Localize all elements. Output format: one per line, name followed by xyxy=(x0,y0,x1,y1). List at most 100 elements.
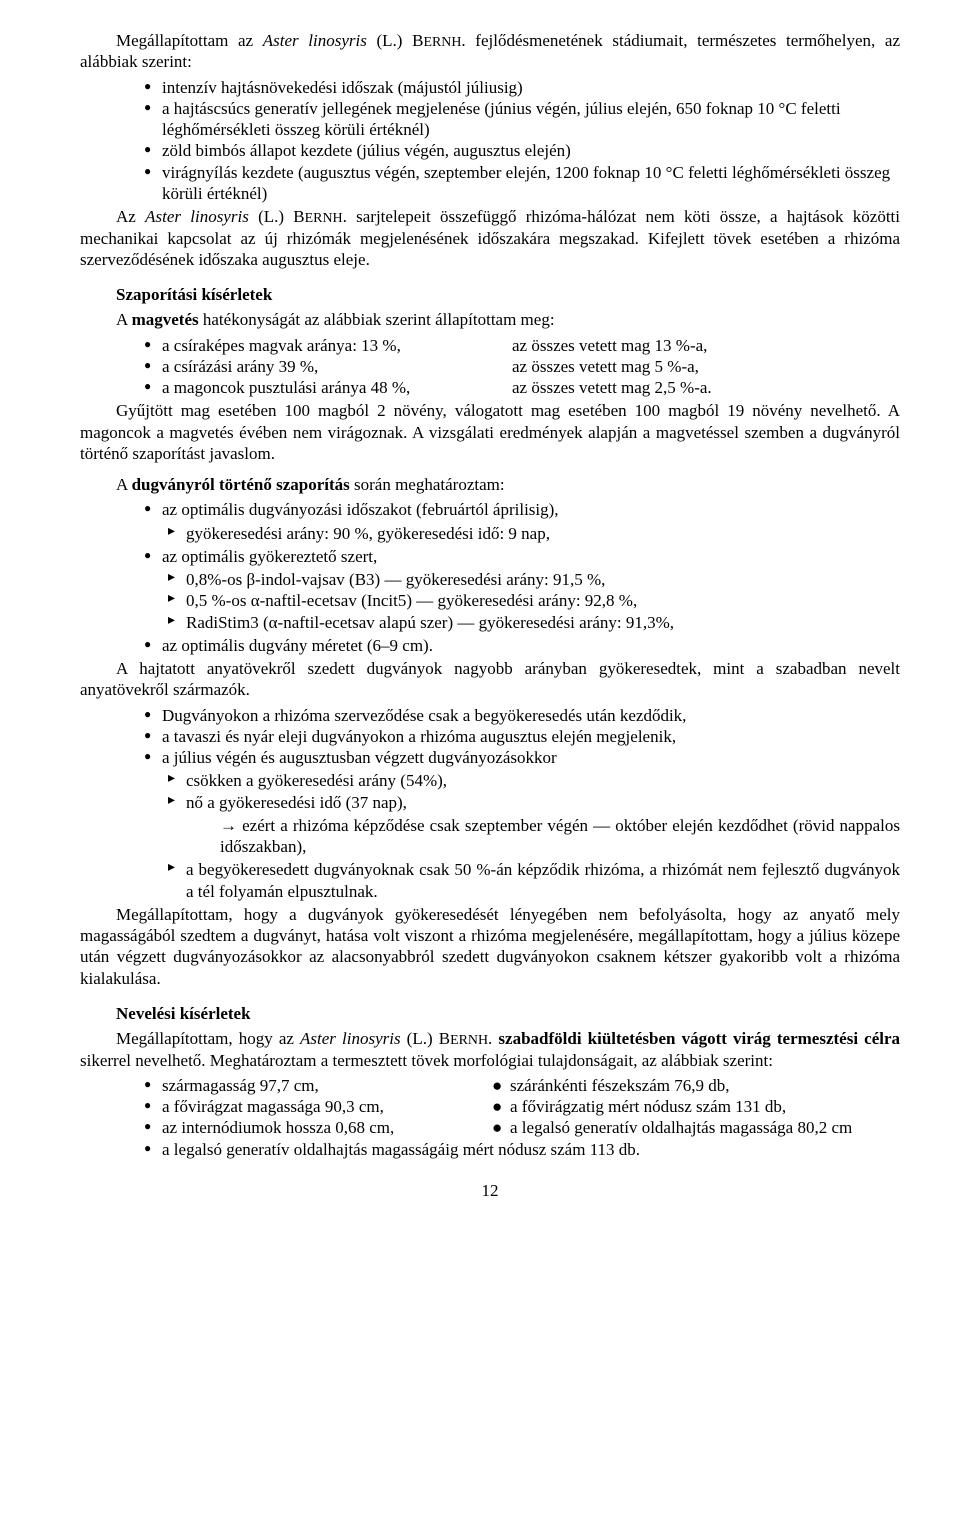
list-item: a július végén és augusztusban végzett d… xyxy=(144,747,900,768)
text: a július végén és augusztusban végzett d… xyxy=(162,748,557,767)
two-col-row: szármagasság 97,7 cm,● száránkénti fésze… xyxy=(162,1075,900,1096)
text: (L.) B xyxy=(401,1029,451,1048)
text: nő a gyökeresedési idő (37 nap), xyxy=(186,793,407,812)
bold-text: dugványról történő szaporítás xyxy=(132,475,350,494)
text: . xyxy=(488,1029,498,1048)
text: Dugványokon a rhizóma szerveződése csak … xyxy=(162,706,686,725)
left-col: a csírázási arány 39 %, xyxy=(162,356,512,377)
right-col: száránkénti fészekszám 76,9 db, xyxy=(510,1075,900,1096)
right-col: a legalsó generatív oldalhajtás magasság… xyxy=(510,1117,900,1138)
right-col: a fővirágzatig mért nódusz szám 131 db, xyxy=(510,1096,900,1117)
species-name: Aster linosyris xyxy=(263,31,367,50)
text: sikerrel nevelhető. Meghatároztam a term… xyxy=(80,1051,773,1070)
left-col: a magoncok pusztulási aránya 48 %, xyxy=(162,377,512,398)
text: A xyxy=(116,475,132,494)
list-item: a magoncok pusztulási aránya 48 %,az öss… xyxy=(144,377,900,398)
text: az optimális gyökereztető szert, xyxy=(162,547,377,566)
list-item: intenzív hajtásnövekedési időszak (május… xyxy=(144,77,900,98)
species-name: Aster linosyris xyxy=(145,207,249,226)
text: virágnyílás kezdete (augusztus végén, sz… xyxy=(162,163,890,203)
page-number: 12 xyxy=(80,1180,900,1201)
list-item: az optimális dugvány méretet (6–9 cm). xyxy=(144,635,900,656)
two-col-row: az internódiumok hossza 0,68 cm,● a lega… xyxy=(162,1117,900,1138)
list-item: gyökeresedési arány: 90 %, gyökeresedési… xyxy=(168,523,900,544)
right-col: az összes vetett mag 5 %-a, xyxy=(512,356,900,377)
arrow-consequence: → ezért a rhizóma képződése csak szeptem… xyxy=(80,815,900,858)
two-col-row: a fővirágzat magassága 90,3 cm,● a fővir… xyxy=(162,1096,900,1117)
left-col: szármagasság 97,7 cm, xyxy=(162,1075,492,1096)
text: a hajtáscsúcs generatív jellegének megje… xyxy=(162,99,841,139)
list-item: a hajtáscsúcs generatív jellegének megje… xyxy=(144,98,900,141)
list-item: a csírázási arány 39 %,az összes vetett … xyxy=(144,356,900,377)
cutting-list: az optimális dugványozási időszakot (feb… xyxy=(80,499,900,520)
list-item: az optimális dugványozási időszakot (feb… xyxy=(144,499,900,520)
bold-text: magvetés xyxy=(132,310,199,329)
two-col-row: a csírázási arány 39 %,az összes vetett … xyxy=(162,356,900,377)
list-item: 0,5 %-os α-naftil-ecetsav (Incit5) — gyö… xyxy=(168,590,900,611)
section-title-cultivation: Nevelési kísérletek xyxy=(80,1003,900,1024)
right-col: az összes vetett mag 2,5 %-a. xyxy=(512,377,900,398)
list-item: 0,8%-os β-indol-vajsav (B3) — gyökeresed… xyxy=(168,569,900,590)
small-caps: ERNH xyxy=(450,1033,488,1048)
list-item: csökken a gyökeresedési arány (54%), xyxy=(168,770,900,791)
species-name: Aster linosyris xyxy=(300,1029,401,1048)
list-item: a tavaszi és nyár eleji dugványokon a rh… xyxy=(144,726,900,747)
text: Az xyxy=(116,207,145,226)
cutting-list: az optimális gyökereztető szert, xyxy=(80,546,900,567)
list-item: szármagasság 97,7 cm,● száránkénti fésze… xyxy=(144,1075,900,1096)
text: RadiStim3 (α-naftil-ecetsav alapú szer) … xyxy=(186,613,674,632)
dev-stage-list: intenzív hajtásnövekedési időszak (május… xyxy=(80,77,900,205)
list-item: az internódiumok hossza 0,68 cm,● a lega… xyxy=(144,1117,900,1138)
text: gyökeresedési arány: 90 %, gyökeresedési… xyxy=(186,524,550,543)
list-item: a fővirágzat magassága 90,3 cm,● a fővir… xyxy=(144,1096,900,1117)
text: a legalsó generatív oldalhajtás magasság… xyxy=(162,1140,640,1159)
text: a tavaszi és nyár eleji dugványokon a rh… xyxy=(162,727,676,746)
seed-stats-list: a csíraképes magvak aránya: 13 %,az össz… xyxy=(80,335,900,399)
text: csökken a gyökeresedési arány (54%), xyxy=(186,771,447,790)
right-col: az összes vetett mag 13 %-a, xyxy=(512,335,900,356)
bold-text: szabadföldi kiültetésben vágott virág te… xyxy=(498,1029,900,1048)
text: (L.) B xyxy=(249,207,305,226)
left-col: a csíraképes magvak aránya: 13 %, xyxy=(162,335,512,356)
list-item: zöld bimbós állapot kezdete (július végé… xyxy=(144,140,900,161)
cutting-sublist-2: 0,8%-os β-indol-vajsav (B3) — gyökeresed… xyxy=(80,569,900,633)
section-title-propagation: Szaporítási kísérletek xyxy=(80,284,900,305)
text: 0,8%-os β-indol-vajsav (B3) — gyökeresed… xyxy=(186,570,605,589)
text: Megállapítottam, hogy az xyxy=(116,1029,300,1048)
paragraph-cutting-height: Megállapítottam, hogy a dugványok gyöker… xyxy=(80,904,900,989)
list-item: virágnyílás kezdete (augusztus végén, sz… xyxy=(144,162,900,205)
text: intenzív hajtásnövekedési időszak (május… xyxy=(162,78,523,97)
text: hatékonyságát az alábbiak szerint állapí… xyxy=(199,310,555,329)
cutting-list: az optimális dugvány méretet (6–9 cm). xyxy=(80,635,900,656)
text: A xyxy=(116,310,132,329)
paragraph-mother-plants: A hajtatott anyatövekről szedett dugvány… xyxy=(80,658,900,701)
left-col: a fővirágzat magassága 90,3 cm, xyxy=(162,1096,492,1117)
list-item: RadiStim3 (α-naftil-ecetsav alapú szer) … xyxy=(168,612,900,633)
small-caps: ERNH xyxy=(423,35,461,50)
two-col-row: a magoncok pusztulási aránya 48 %,az öss… xyxy=(162,377,900,398)
paragraph-cultivation-intro: Megállapítottam, hogy az Aster linosyris… xyxy=(80,1028,900,1071)
text: zöld bimbós állapot kezdete (július végé… xyxy=(162,141,571,160)
small-caps: ERNH xyxy=(305,211,343,226)
text: során meghatároztam: xyxy=(350,475,505,494)
left-col: az internódiumok hossza 0,68 cm, xyxy=(162,1117,492,1138)
morphology-list: szármagasság 97,7 cm,● száránkénti fésze… xyxy=(80,1075,900,1160)
text: az optimális dugványozási időszakot (feb… xyxy=(162,500,559,519)
paragraph-cutting-intro: A dugványról történő szaporítás során me… xyxy=(80,474,900,495)
list-item: a begyökeresedett dugványoknak csak 50 %… xyxy=(168,859,900,902)
paragraph-seed-intro: A magvetés hatékonyságát az alábbiak sze… xyxy=(80,309,900,330)
cutting-sublist-1: gyökeresedési arány: 90 %, gyökeresedési… xyxy=(80,523,900,544)
list-item: Dugványokon a rhizóma szerveződése csak … xyxy=(144,705,900,726)
rhizome-sublist-2: a begyökeresedett dugványoknak csak 50 %… xyxy=(80,859,900,902)
list-item: a csíraképes magvak aránya: 13 %,az össz… xyxy=(144,335,900,356)
text: (L.) B xyxy=(367,31,424,50)
paragraph-dev-stages: Megállapítottam az Aster linosyris (L.) … xyxy=(80,30,900,73)
rhizome-sublist-1: csökken a gyökeresedési arány (54%), nő … xyxy=(80,770,900,813)
text: az optimális dugvány méretet (6–9 cm). xyxy=(162,636,433,655)
paragraph-rhizome: Az Aster linosyris (L.) BERNH. sarjtelep… xyxy=(80,206,900,270)
list-item: nő a gyökeresedési idő (37 nap), xyxy=(168,792,900,813)
text: Megállapítottam az xyxy=(116,31,263,50)
two-col-row: a csíraképes magvak aránya: 13 %,az össz… xyxy=(162,335,900,356)
list-item: a legalsó generatív oldalhajtás magasság… xyxy=(144,1139,900,1160)
text: 0,5 %-os α-naftil-ecetsav (Incit5) — gyö… xyxy=(186,591,637,610)
